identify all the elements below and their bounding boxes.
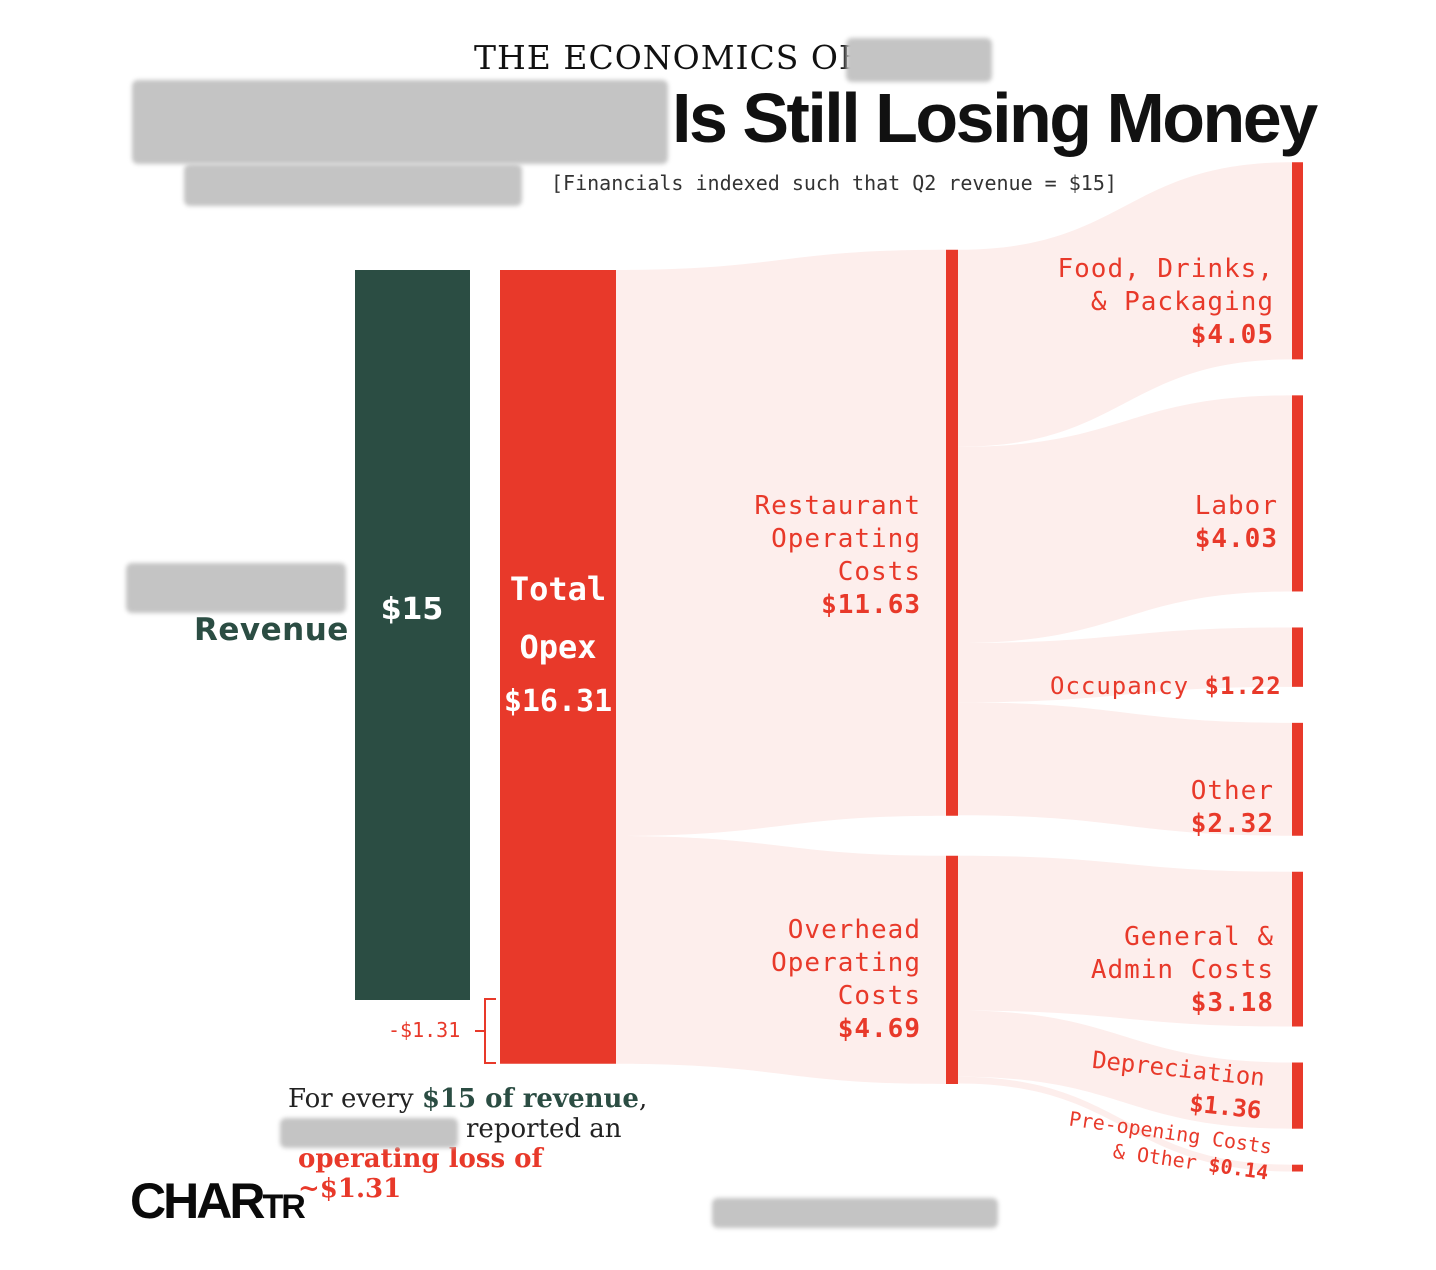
labor-label: Labor $4.03 [1195, 490, 1278, 556]
bar-other [1292, 722, 1303, 836]
total-opex-label: Total Opex [500, 560, 616, 676]
ga-line2: Admin Costs [1090, 955, 1274, 985]
roc-value: $11.63 [821, 590, 921, 620]
ooc-line1: Overhead [787, 915, 921, 945]
ooc-line3: Costs [837, 981, 921, 1011]
flow-to-preopening-other [958, 1076, 1292, 1172]
sankey-flows [616, 162, 1292, 1172]
occupancy-label: Occupancy $1.22 [1050, 670, 1282, 703]
labor-value: $4.03 [1194, 524, 1278, 554]
occupancy-line1: Occupancy [1050, 672, 1190, 700]
redacted-title-part [132, 80, 668, 164]
food-value: $4.05 [1190, 320, 1274, 350]
bar-depreciation [1292, 1062, 1303, 1129]
redacted-title-part-2 [184, 164, 522, 206]
chart-title: Is Still Losing Money [672, 79, 1318, 157]
general-admin-label: General & Admin Costs $3.18 [1091, 921, 1274, 1020]
labor-line1: Labor [1194, 491, 1278, 521]
ooc-line2: Operating [771, 948, 921, 978]
title-kicker: THE ECONOMICS OF [474, 38, 863, 77]
flow-to-other [958, 702, 1292, 836]
bar-general-admin [1292, 871, 1303, 1027]
logo-main: CHAR [130, 1173, 265, 1229]
bar-revenue [355, 270, 470, 1000]
ga-value: $3.18 [1190, 988, 1274, 1018]
redacted-revenue-prefix [126, 563, 346, 613]
footnote-text-2: reported an [466, 1114, 622, 1144]
bar-labor [1292, 395, 1303, 592]
other-line1: Other [1190, 776, 1274, 806]
bar-preopening-other [1292, 1164, 1303, 1172]
flow-to-labor [958, 395, 1292, 643]
redacted-footnote-company [280, 1118, 458, 1148]
redacted-source [712, 1198, 998, 1228]
ooc-value: $4.69 [837, 1014, 921, 1044]
total-opex-label-line1: Total [509, 570, 607, 608]
food-line2: & Packaging [1090, 287, 1274, 317]
other-label: Other $2.32 [1191, 775, 1274, 841]
ga-line1: General & [1124, 922, 1274, 952]
food-line1: Food, Drinks, [1057, 254, 1274, 284]
redacted-company-name [846, 38, 992, 82]
flow-to-overhead-operating-costs [616, 835, 946, 1084]
roc-line3: Costs [837, 557, 921, 587]
flow-to-depreciation [958, 1010, 1292, 1129]
other-value: $2.32 [1190, 809, 1274, 839]
total-opex-value: $16.31 [503, 684, 613, 719]
flow-to-restaurant-operating-costs [616, 249, 946, 836]
food-drinks-packaging-label: Food, Drinks, & Packaging $4.05 [1058, 253, 1275, 352]
footnote: For every $15 of revenue, reported an op… [288, 1084, 648, 1204]
loss-bracket [475, 998, 496, 1064]
chartr-logo: CHARTR [130, 1172, 306, 1230]
footnote-line2: reported an [288, 1114, 648, 1144]
revenue-label: Revenue [194, 612, 349, 648]
restaurant-operating-costs-label: Restaurant Operating Costs $11.63 [754, 490, 921, 622]
footnote-text-1: For every [288, 1084, 422, 1114]
footnote-loss: operating loss of ~$1.31 [298, 1144, 543, 1204]
total-opex-label-line2: Opex [519, 628, 597, 666]
bar-occupancy [1292, 627, 1303, 687]
footnote-line1: For every $15 of revenue, [288, 1084, 648, 1114]
footnote-revenue: $15 of revenue [421, 1084, 639, 1114]
flow-to-general-admin [958, 855, 1292, 1027]
bar-food-drinks-packaging [1292, 162, 1303, 360]
bar-overhead-operating-costs [946, 855, 958, 1084]
roc-line2: Operating [771, 524, 921, 554]
chart-subtitle: [Financials indexed such that Q2 revenue… [551, 171, 1117, 195]
footnote-comma: , [638, 1084, 648, 1114]
bar-restaurant-operating-costs [946, 249, 958, 816]
roc-line1: Restaurant [754, 491, 921, 521]
revenue-value: $15 [380, 592, 444, 627]
flow-to-food-drinks-packaging [958, 162, 1292, 447]
operating-loss-label: -$1.31 [388, 1018, 461, 1042]
footnote-line3: operating loss of ~$1.31 [288, 1144, 648, 1204]
logo-small: TR [262, 1188, 305, 1226]
sankey-bars [355, 162, 1303, 1172]
occupancy-value: $1.22 [1204, 672, 1282, 700]
bar-total-opex [500, 270, 616, 1064]
flow-to-occupancy [958, 627, 1292, 703]
overhead-operating-costs-label: Overhead Operating Costs $4.69 [771, 914, 921, 1046]
